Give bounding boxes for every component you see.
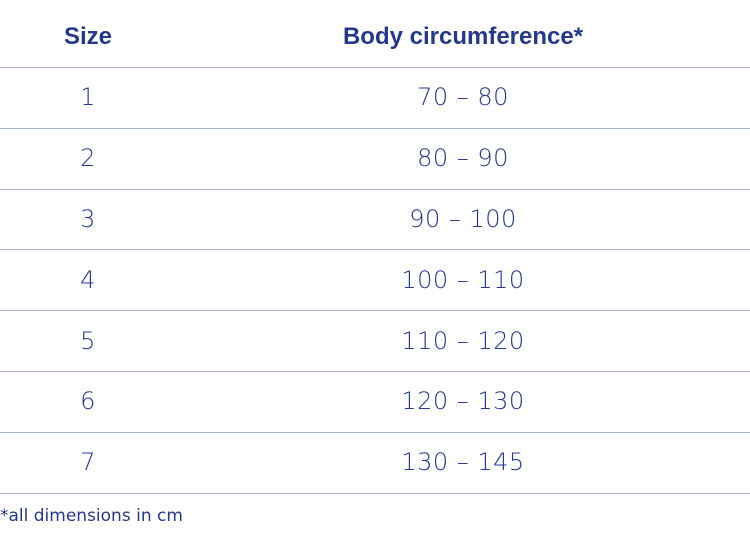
table-cell: 130 – 145 — [401, 448, 525, 477]
row-divider — [0, 67, 750, 68]
table-cell: 3 — [80, 205, 96, 233]
row-divider — [0, 310, 750, 312]
table-cell: 1 — [80, 83, 96, 112]
footnote: *all dimensions in cm — [0, 506, 183, 526]
table-cell: 7 — [80, 448, 96, 477]
table-cell: 110 – 120 — [401, 326, 525, 355]
table-cell: 4 — [80, 265, 96, 294]
row-divider — [0, 492, 750, 494]
row-divider — [0, 127, 750, 129]
table-cell: 2 — [80, 144, 96, 173]
row-divider — [0, 188, 750, 190]
row-divider — [0, 249, 750, 251]
table-cell: 120 – 130 — [401, 387, 525, 416]
header-cell: Size — [63, 23, 113, 50]
header-cell: Body circumference* — [342, 23, 584, 50]
table-cell: 6 — [80, 387, 96, 416]
row-divider — [0, 371, 750, 372]
table-cell: 100 – 110 — [401, 265, 525, 294]
table-cell: 90 – 100 — [409, 205, 517, 233]
row-divider — [0, 431, 750, 433]
table-cell: 80 – 90 — [417, 144, 509, 173]
table-cell: 5 — [80, 326, 96, 355]
table-cell: 70 – 80 — [417, 83, 509, 112]
